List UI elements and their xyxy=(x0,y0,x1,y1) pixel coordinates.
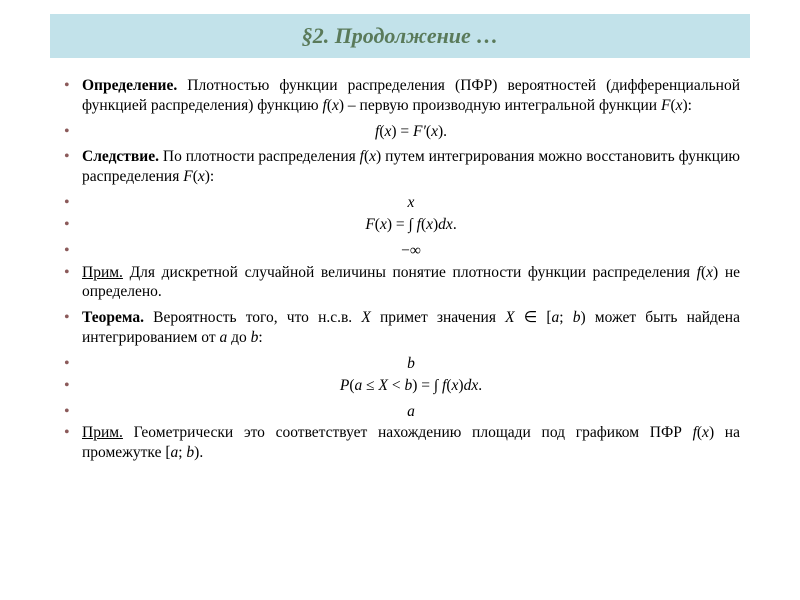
definition-formula: f(x) = F′(x). xyxy=(60,122,740,142)
corollary-formula: F(x) = ∫ f(x)dx. xyxy=(60,215,740,235)
corollary-text: Следствие. По плотности распределения f(… xyxy=(60,147,740,187)
theorem-text: Теорема. Вероятность того, что н.с.в. X … xyxy=(60,308,740,348)
note-2: Прим. Геометрически это соответствует на… xyxy=(60,423,740,463)
note-1: Прим. Для дискретной случайной величины … xyxy=(60,263,740,303)
theorem-upper-limit: b xyxy=(60,354,740,374)
content-list: Определение. Плотностью функции распреде… xyxy=(50,76,750,463)
corollary-lower-limit: −∞ xyxy=(60,241,740,261)
slide-title: §2. Продолжение … xyxy=(302,23,499,49)
theorem-formula: P(a ≤ X < b) = ∫ f(x)dx. xyxy=(60,376,740,396)
corollary-upper-limit: x xyxy=(60,193,740,213)
definition-text: Определение. Плотностью функции распреде… xyxy=(60,76,740,116)
slide: §2. Продолжение … Определение. Плотность… xyxy=(0,0,800,600)
theorem-lower-limit: a xyxy=(60,402,740,422)
title-bar: §2. Продолжение … xyxy=(50,14,750,58)
